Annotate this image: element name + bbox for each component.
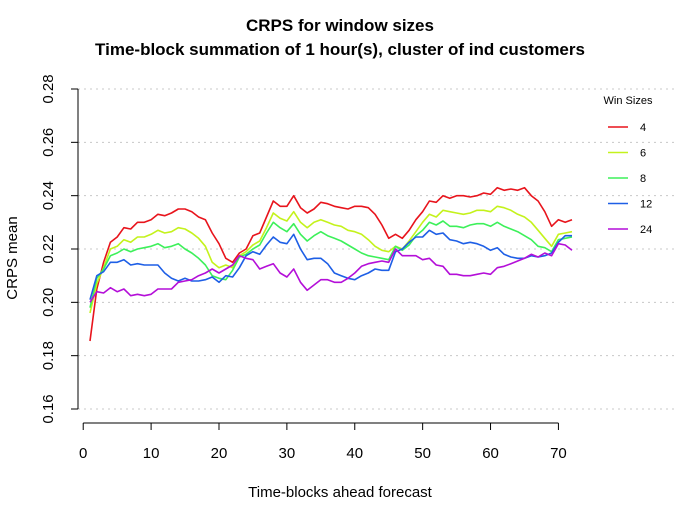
series-line-12 — [89, 229, 572, 300]
x-tick-label: 40 — [346, 445, 363, 462]
y-tick-label: 0.24 — [40, 181, 57, 210]
chart-title: CRPS for window sizes — [246, 16, 434, 35]
y-axis: 0.16 0.18 0.20 0.22 0.24 0.26 0.28 — [40, 74, 79, 424]
legend-title: Win Sizes — [604, 95, 653, 107]
legend-label-12: 12 — [640, 199, 652, 211]
y-tick-label: 0.22 — [40, 234, 57, 263]
legend: Win Sizes 4 6 8 12 24 — [604, 95, 653, 236]
series-layer — [89, 186, 573, 342]
legend-label-4: 4 — [640, 122, 646, 134]
x-axis: 0 10 20 30 40 50 60 70 — [79, 422, 567, 462]
series-line-6 — [89, 205, 573, 314]
series-line-4 — [89, 186, 573, 342]
y-tick-label: 0.28 — [40, 74, 57, 103]
y-tick-label: 0.26 — [40, 128, 57, 157]
series-line-8 — [89, 220, 573, 308]
legend-label-24: 24 — [640, 224, 652, 236]
legend-label-6: 6 — [640, 148, 646, 160]
x-tick-label: 30 — [279, 445, 296, 462]
chart-subtitle: Time-block summation of 1 hour(s), clust… — [95, 40, 585, 59]
x-tick-label: 10 — [143, 445, 160, 462]
x-tick-label: 50 — [414, 445, 431, 462]
y-tick-label: 0.20 — [40, 288, 57, 317]
legend-label-8: 8 — [640, 173, 646, 185]
y-tick-label: 0.16 — [40, 394, 57, 423]
grid — [78, 88, 674, 410]
y-axis-label: CRPS mean — [4, 216, 21, 299]
x-tick-label: 60 — [482, 445, 499, 462]
series-line-24 — [89, 242, 573, 303]
x-tick-label: 20 — [211, 445, 228, 462]
y-tick-label: 0.18 — [40, 341, 57, 370]
x-tick-label: 0 — [79, 445, 87, 462]
x-axis-label: Time-blocks ahead forecast — [248, 484, 433, 501]
x-tick-label: 70 — [550, 445, 567, 462]
